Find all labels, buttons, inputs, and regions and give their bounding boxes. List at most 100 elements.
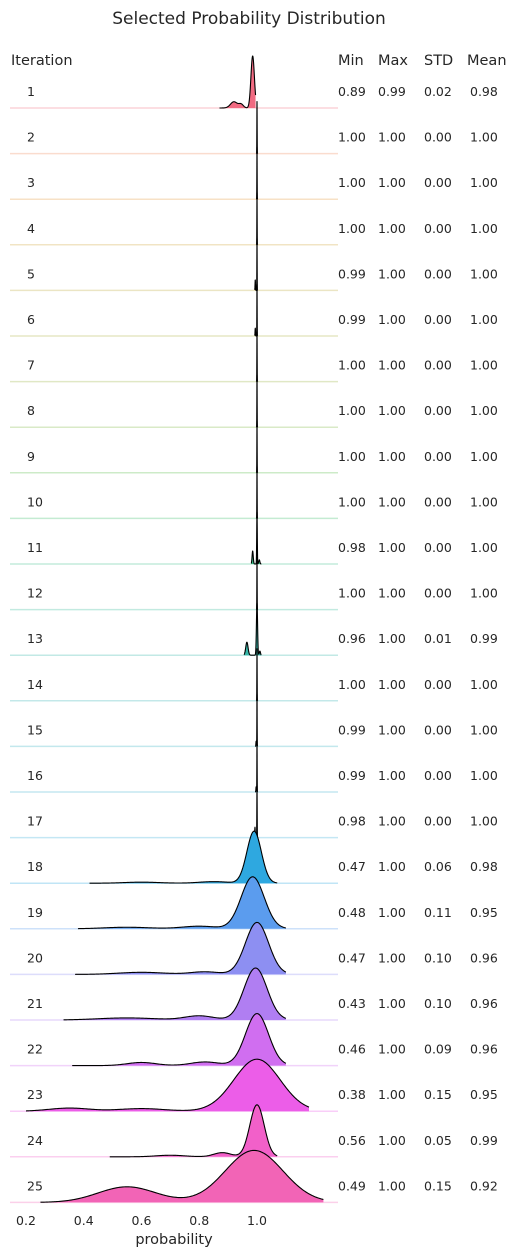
iteration-label-14: 14 (27, 677, 43, 692)
column-header-max: Max (378, 53, 408, 69)
min-value-11: 0.98 (338, 540, 366, 555)
min-value-3: 1.00 (338, 175, 366, 190)
std-value-13: 0.01 (424, 631, 452, 646)
std-value-23: 0.15 (424, 1087, 452, 1102)
mean-value-16: 1.00 (470, 768, 498, 783)
iteration-label-23: 23 (27, 1087, 43, 1102)
mean-value-17: 1.00 (470, 814, 498, 829)
ridge-outline-6 (254, 283, 259, 337)
ridge-fill-18 (89, 831, 278, 884)
ridge-fill-25 (40, 1150, 324, 1203)
std-value-12: 0.00 (424, 586, 452, 601)
x-axis: 0.2 0.4 0.6 0.8 1.0 (16, 1213, 267, 1228)
ridge-outline-18 (89, 830, 278, 884)
min-value-7: 1.00 (338, 358, 366, 373)
min-value-18: 0.47 (338, 859, 366, 874)
mean-value-11: 1.00 (470, 540, 498, 555)
max-value-4: 1.00 (378, 221, 406, 236)
max-value-14: 1.00 (378, 677, 406, 692)
max-value-5: 1.00 (378, 266, 406, 281)
iteration-label-21: 21 (27, 996, 43, 1011)
max-value-25: 1.00 (378, 1178, 406, 1193)
std-value-21: 0.10 (424, 996, 452, 1011)
mean-value-10: 1.00 (470, 494, 498, 509)
iteration-label-13: 13 (27, 631, 43, 646)
min-value-9: 1.00 (338, 449, 366, 464)
ridge-outline-8 (255, 374, 259, 428)
mean-value-15: 1.00 (470, 722, 498, 737)
std-value-1: 0.02 (424, 84, 452, 99)
ridge-outline-25 (40, 1149, 324, 1203)
ridge-outline-17 (253, 785, 259, 839)
mean-value-1: 0.98 (470, 84, 498, 99)
mean-value-22: 0.96 (470, 1042, 498, 1057)
mean-value-12: 1.00 (470, 586, 498, 601)
std-value-2: 0.00 (424, 130, 452, 145)
iteration-label-16: 16 (27, 768, 43, 783)
x-tick-label-1.0: 1.0 (247, 1213, 267, 1228)
ridge-outline-14 (255, 648, 259, 702)
min-value-19: 0.48 (338, 905, 366, 920)
min-value-15: 0.99 (338, 722, 366, 737)
mean-value-25: 0.92 (470, 1178, 498, 1193)
max-value-21: 1.00 (378, 996, 406, 1011)
std-value-8: 0.00 (424, 403, 452, 418)
iteration-label-7: 7 (27, 358, 35, 373)
max-value-8: 1.00 (378, 403, 406, 418)
max-value-20: 1.00 (378, 950, 406, 965)
iteration-label-17: 17 (27, 814, 43, 829)
max-value-11: 1.00 (378, 540, 406, 555)
max-value-1: 0.99 (378, 84, 406, 99)
ridge-outline-20 (75, 921, 287, 975)
min-value-20: 0.47 (338, 950, 366, 965)
x-tick-label-0.8: 0.8 (189, 1213, 209, 1228)
std-value-20: 0.10 (424, 950, 452, 965)
max-value-19: 1.00 (378, 905, 406, 920)
x-tick-label-0.2: 0.2 (16, 1213, 36, 1228)
iteration-label-1: 1 (27, 84, 35, 99)
iteration-label-8: 8 (27, 403, 35, 418)
iteration-label-4: 4 (27, 221, 35, 236)
iteration-label-24: 24 (27, 1133, 43, 1148)
min-value-16: 0.99 (338, 768, 366, 783)
max-value-24: 1.00 (378, 1133, 406, 1148)
iteration-label-9: 9 (27, 449, 35, 464)
min-value-1: 0.89 (338, 84, 366, 99)
iteration-label-5: 5 (27, 266, 35, 281)
std-value-17: 0.00 (424, 814, 452, 829)
min-value-8: 1.00 (338, 403, 366, 418)
std-value-24: 0.05 (424, 1133, 452, 1148)
ridge-outline-15 (254, 693, 259, 747)
mean-value-19: 0.95 (470, 905, 498, 920)
iteration-label-15: 15 (27, 722, 43, 737)
ridge-outline-22 (72, 1013, 287, 1067)
iteration-label-20: 20 (27, 950, 43, 965)
std-value-16: 0.00 (424, 768, 452, 783)
min-value-23: 0.38 (338, 1087, 366, 1102)
min-value-12: 1.00 (338, 586, 366, 601)
iteration-label-12: 12 (27, 586, 43, 601)
ridge-fill-22 (72, 1013, 286, 1066)
max-value-9: 1.00 (378, 449, 406, 464)
min-value-6: 0.99 (338, 312, 366, 327)
mean-value-6: 1.00 (470, 312, 498, 327)
std-value-25: 0.15 (424, 1178, 452, 1193)
mean-value-18: 0.98 (470, 859, 498, 874)
ridges (10, 55, 338, 1204)
min-value-2: 1.00 (338, 130, 366, 145)
ridge-outline-12 (255, 557, 259, 611)
std-value-4: 0.00 (424, 221, 452, 236)
ridge-fill-21 (63, 968, 286, 1020)
mean-value-24: 0.99 (470, 1133, 498, 1148)
ridge-outline-16 (254, 739, 259, 793)
max-value-3: 1.00 (378, 175, 406, 190)
stat-rows: 1 0.89 0.99 0.02 0.98 2 1.00 1.00 0.00 1.00 3 1.00 1… (27, 84, 498, 1193)
iteration-label-2: 2 (27, 130, 35, 145)
mean-value-23: 0.95 (470, 1087, 498, 1102)
max-value-16: 1.00 (378, 768, 406, 783)
min-value-14: 1.00 (338, 677, 366, 692)
ridge-fill-13 (244, 603, 262, 656)
ridge-outline-24 (109, 1104, 278, 1158)
ridge-fill-19 (77, 876, 286, 929)
std-value-9: 0.00 (424, 449, 452, 464)
